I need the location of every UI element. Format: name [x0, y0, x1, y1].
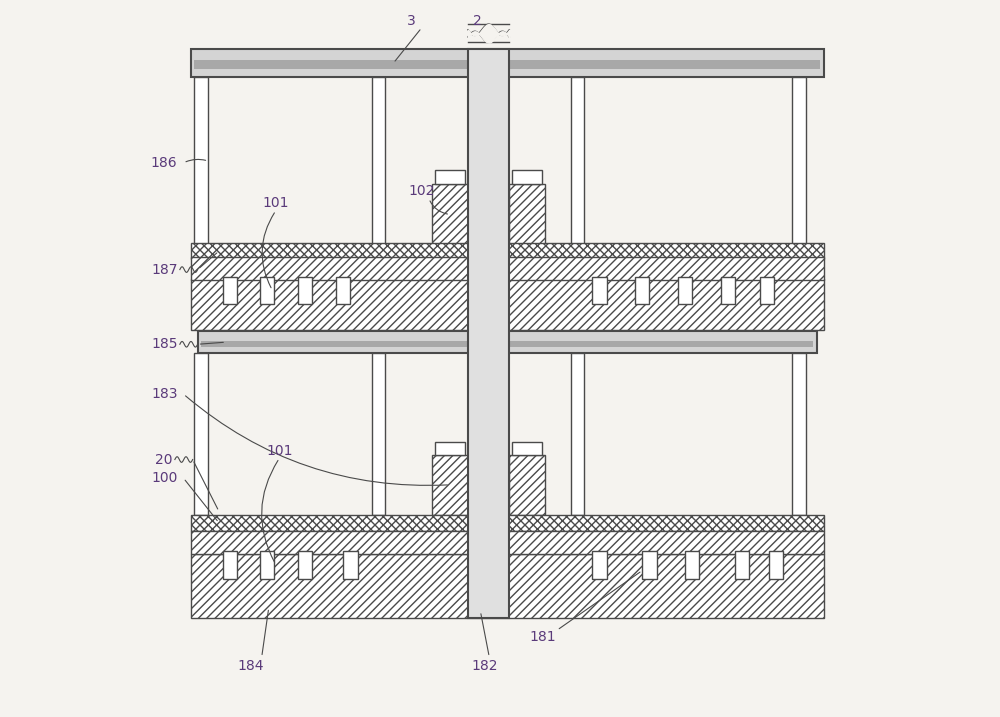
- Text: 185: 185: [151, 337, 177, 351]
- Text: 2: 2: [473, 14, 482, 27]
- Bar: [571, 77, 584, 244]
- Bar: [260, 551, 274, 579]
- Bar: [194, 60, 820, 69]
- Text: 20: 20: [155, 452, 173, 467]
- Bar: [191, 257, 824, 280]
- Bar: [298, 277, 312, 304]
- Bar: [372, 353, 385, 515]
- Bar: [198, 331, 817, 353]
- Bar: [191, 243, 824, 259]
- Bar: [512, 170, 542, 184]
- Text: 187: 187: [151, 262, 177, 277]
- Bar: [792, 77, 806, 244]
- Bar: [678, 277, 692, 304]
- Bar: [509, 455, 545, 515]
- Bar: [468, 49, 509, 618]
- Bar: [223, 551, 237, 579]
- Text: 181: 181: [529, 630, 556, 645]
- Text: 183: 183: [151, 387, 177, 401]
- Bar: [191, 554, 824, 618]
- Bar: [735, 551, 749, 579]
- Bar: [336, 277, 350, 304]
- Bar: [372, 77, 385, 244]
- Bar: [635, 277, 649, 304]
- Bar: [298, 551, 312, 579]
- Text: 101: 101: [263, 196, 289, 210]
- Bar: [571, 353, 584, 515]
- Bar: [201, 341, 813, 348]
- Bar: [592, 277, 607, 304]
- Bar: [509, 184, 545, 244]
- Bar: [191, 279, 824, 330]
- Bar: [432, 184, 468, 244]
- Bar: [435, 442, 465, 455]
- Text: 184: 184: [238, 659, 264, 673]
- Bar: [191, 531, 824, 554]
- Bar: [343, 551, 358, 579]
- Bar: [760, 277, 774, 304]
- Bar: [792, 353, 806, 515]
- Text: 182: 182: [471, 659, 498, 673]
- Bar: [435, 170, 465, 184]
- Bar: [223, 277, 237, 304]
- Text: 102: 102: [409, 184, 435, 199]
- Bar: [194, 353, 208, 515]
- Bar: [191, 49, 824, 77]
- Bar: [191, 515, 824, 531]
- Bar: [512, 442, 542, 455]
- Bar: [685, 551, 699, 579]
- Text: 186: 186: [151, 156, 178, 170]
- Bar: [769, 551, 783, 579]
- Text: 3: 3: [407, 14, 416, 27]
- Bar: [592, 551, 607, 579]
- Bar: [642, 551, 657, 579]
- Bar: [721, 277, 735, 304]
- Text: 101: 101: [266, 444, 293, 458]
- Bar: [260, 277, 274, 304]
- Bar: [194, 77, 208, 244]
- Text: 100: 100: [151, 471, 177, 485]
- Bar: [432, 455, 468, 515]
